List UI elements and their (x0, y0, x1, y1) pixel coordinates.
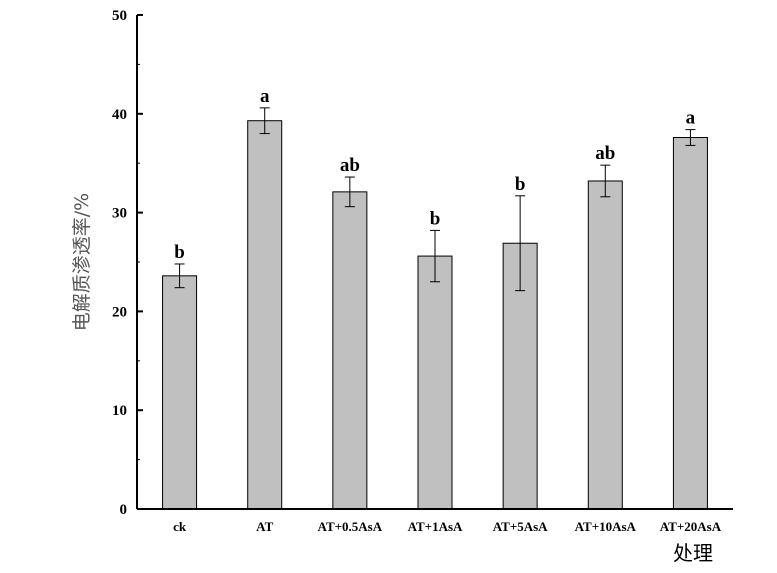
bar-1 (162, 275, 198, 510)
error-bars-group (174, 107, 696, 292)
significance-label-2: a (260, 86, 270, 107)
bars-group (162, 120, 708, 510)
x-tick-labels-group: ck AT AT+0.5AsA AT+1AsA AT+5AsA AT+10AsA AT+20… (173, 519, 722, 534)
significance-label-3: ab (340, 155, 360, 176)
significance-label-7: a (686, 108, 696, 129)
significance-label-4: b (430, 208, 441, 229)
x-tick-label-5: AT+5AsA (493, 519, 548, 534)
x-tick-label-3: AT+0.5AsA (318, 519, 383, 534)
significance-label-6: ab (595, 143, 615, 164)
bar-7 (672, 137, 708, 510)
y-tick-label-5: 40 (112, 107, 127, 123)
y-tick-label-2: 10 (112, 403, 127, 419)
x-tick-label-2: AT (256, 519, 273, 534)
x-axis-title: 处理 (673, 541, 713, 565)
bar-3 (332, 191, 368, 510)
y-tick-label-1: 0 (120, 502, 128, 518)
significance-label-5: b (515, 174, 526, 195)
significance-label-1: b (174, 242, 185, 263)
y-tick-label-6: 50 (112, 8, 127, 24)
significance-labels-group: b a ab b b ab a (174, 86, 695, 263)
y-tick-label-4: 30 (112, 206, 127, 222)
x-tick-label-4: AT+1AsA (408, 519, 463, 534)
x-tick-label-7: AT+20AsA (660, 519, 722, 534)
y-ticks-group: 0 10 20 30 40 50 (112, 8, 143, 518)
x-tick-label-6: AT+10AsA (575, 519, 637, 534)
y-tick-label-3: 20 (112, 304, 127, 320)
bar-6 (587, 180, 623, 510)
y-axis-title: 电解质渗透率/% (71, 193, 93, 331)
x-tick-label-1: ck (173, 519, 187, 534)
bar-2 (247, 120, 283, 510)
bar-4 (417, 255, 453, 510)
